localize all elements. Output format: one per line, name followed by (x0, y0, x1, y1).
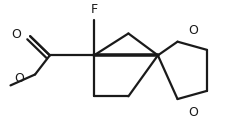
Text: O: O (12, 28, 21, 41)
Text: O: O (14, 72, 24, 85)
Text: O: O (188, 106, 198, 119)
Text: O: O (188, 24, 198, 37)
Text: F: F (90, 3, 98, 16)
